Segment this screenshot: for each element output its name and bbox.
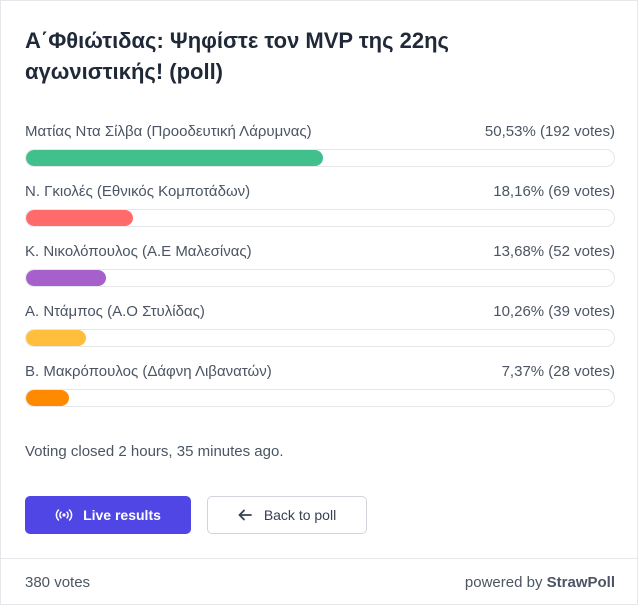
option-result: 7,37% (28 votes): [501, 363, 615, 380]
poll-option: Ματίας Ντα Σίλβα (Προοδευτική Λάρυμνας) …: [25, 122, 615, 182]
poll-option: Β. Μακρόπουλος (Δάφνη Λιβανατών) 7,37% (…: [25, 362, 615, 422]
option-result: 50,53% (192 votes): [484, 123, 615, 140]
total-votes: 380 votes: [25, 574, 91, 591]
poll-options: Ματίας Ντα Σίλβα (Προοδευτική Λάρυμνας) …: [25, 122, 615, 422]
result-bar-fill: [26, 270, 107, 286]
option-label: Α. Ντάμπος (Α.Ο Στυλίδας): [25, 303, 205, 320]
option-label: Β. Μακρόπουλος (Δάφνη Λιβανατών): [25, 363, 272, 380]
voting-status: Voting closed 2 hours, 35 minutes ago.: [25, 443, 284, 460]
option-label: Ν. Γκιολές (Εθνικός Κομποτάδων): [25, 183, 251, 200]
result-bar-track: [25, 149, 615, 167]
option-result: 10,26% (39 votes): [493, 303, 615, 320]
option-label: Κ. Νικολόπουλος (Α.Ε Μαλεσίνας): [25, 243, 252, 260]
poll-footer: 380 votes powered by StrawPoll: [1, 558, 638, 605]
powered-by-prefix: powered by: [464, 574, 543, 591]
arrow-left-icon: [238, 509, 252, 521]
option-result: 13,68% (52 votes): [493, 243, 615, 260]
powered-by: powered by StrawPoll: [465, 574, 615, 591]
result-bar-track: [25, 389, 615, 407]
back-to-poll-button[interactable]: Back to poll: [207, 496, 367, 534]
back-to-poll-label: Back to poll: [263, 507, 337, 523]
result-bar-track: [25, 269, 615, 287]
option-result: 18,16% (69 votes): [493, 183, 615, 200]
poll-option: Ν. Γκιολές (Εθνικός Κομποτάδων) 18,16% (…: [25, 182, 615, 242]
result-bar-fill: [26, 330, 87, 346]
result-bar-track: [25, 329, 615, 347]
option-label: Ματίας Ντα Σίλβα (Προοδευτική Λάρυμνας): [25, 123, 312, 140]
result-bar-fill: [26, 210, 133, 226]
result-bar-fill: [26, 390, 70, 406]
poll-option: Α. Ντάμπος (Α.Ο Στυλίδας) 10,26% (39 vot…: [25, 302, 615, 362]
strawpoll-link[interactable]: StrawPoll: [546, 574, 615, 591]
poll-title: Α΄Φθιώτιδας: Ψηφίστε τον MVP της 22ης αγ…: [25, 28, 449, 84]
broadcast-icon: [55, 508, 73, 522]
poll-option: Κ. Νικολόπουλος (Α.Ε Μαλεσίνας) 13,68% (…: [25, 242, 615, 302]
result-bar-fill: [26, 150, 324, 166]
live-results-label: Live results: [83, 507, 161, 523]
result-bar-track: [25, 209, 615, 227]
live-results-button[interactable]: Live results: [25, 496, 191, 534]
